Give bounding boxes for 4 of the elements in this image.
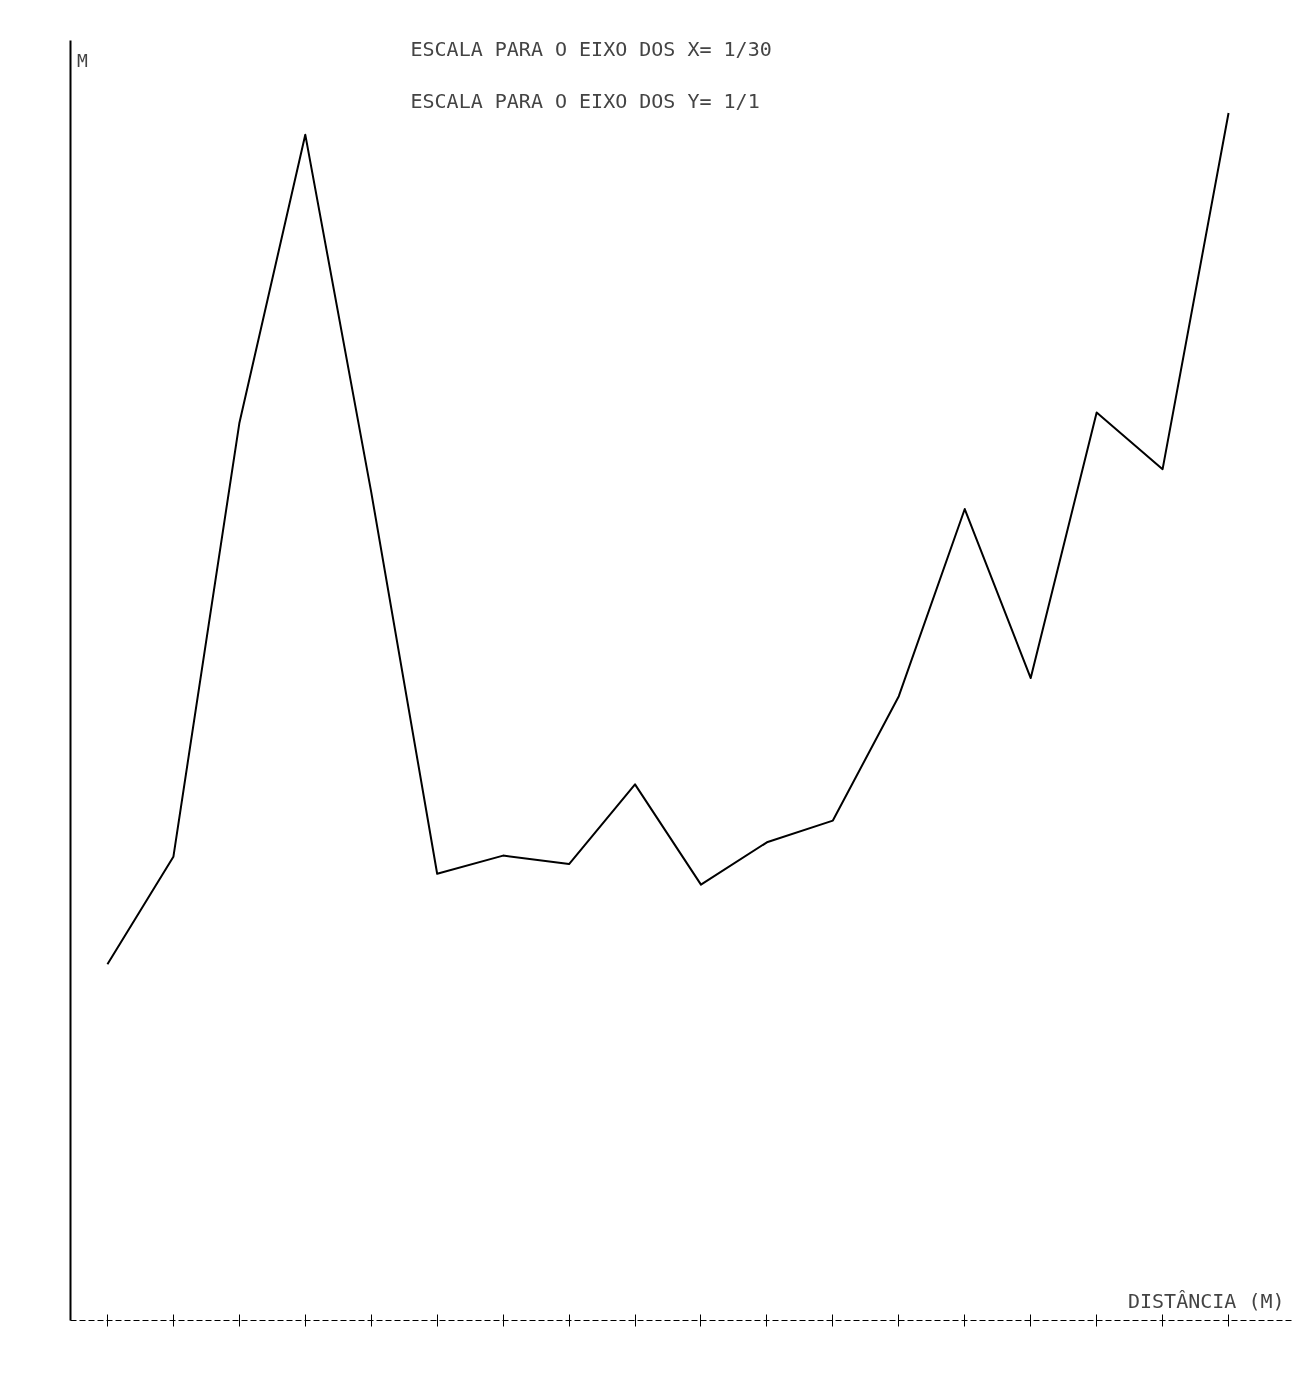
text: ESCALA PARA O EIXO DOS X= 1/30 <box>410 36 772 61</box>
text: ESCALA PARA O EIXO DOS Y= 1/1 <box>410 88 760 113</box>
y-axis-title: M <box>77 49 89 71</box>
x-axis-title: DISTÂNCIA (M) <box>1127 1288 1285 1313</box>
